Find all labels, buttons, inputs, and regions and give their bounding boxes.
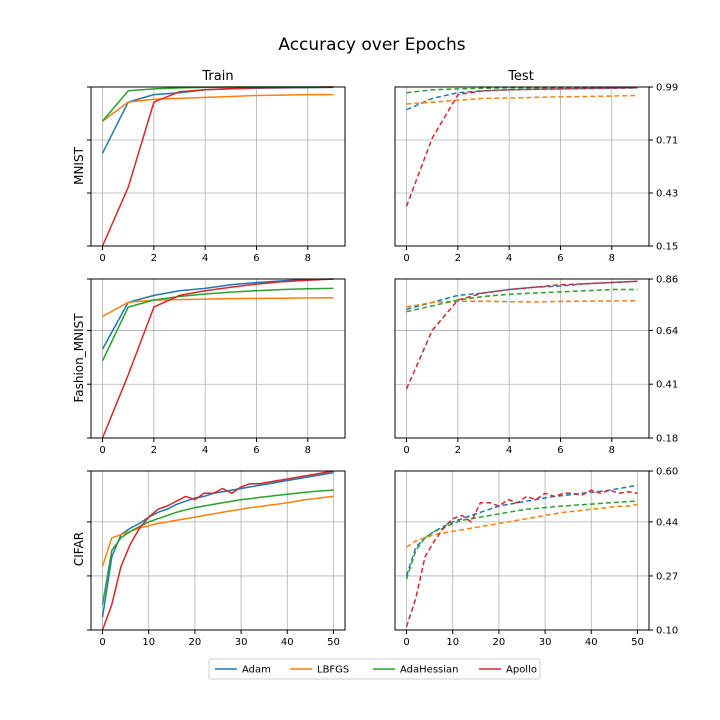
x-tick-label: 6 [557, 253, 563, 264]
series-line-lbfgs [406, 503, 638, 548]
y-tick-label: 0.41 [656, 380, 678, 391]
axes-frame [90, 278, 346, 439]
panel-cifar-test: 0 10 20 30 40 50 0.10 0.27 0.44 0.60 [394, 467, 678, 648]
series-line-adam [101, 471, 334, 618]
series-line-adam [405, 484, 638, 577]
x-tick-label: 20 [493, 637, 506, 648]
x-tick-label: 40 [281, 637, 294, 648]
y-tick-label: 0.64 [656, 326, 678, 337]
series-line-lbfgs [101, 495, 334, 567]
axes-frame [90, 86, 346, 247]
y-tick-label: 0.44 [656, 517, 678, 528]
legend-item-adam: Adam [215, 665, 271, 676]
y-tick-label: 0.43 [656, 189, 678, 200]
x-tick-label: 4 [506, 445, 512, 456]
x-tick-label: 40 [585, 637, 598, 648]
x-tick-label: 0 [99, 253, 105, 264]
x-tick-label: 6 [253, 445, 259, 456]
series-line-adam [101, 278, 334, 350]
x-tick-label: 8 [305, 253, 311, 264]
x-tick-label: 6 [253, 253, 259, 264]
legend-items: Adam LBFGS AdaHessian Apollo [215, 665, 537, 676]
x-tick-label: 10 [142, 637, 155, 648]
y-tick-label: 0.71 [656, 136, 678, 147]
series-line-adam [406, 280, 638, 311]
x-tick-label: 0 [99, 637, 105, 648]
x-tick-label: 10 [446, 637, 459, 648]
legend-label: AdaHessian [400, 665, 458, 676]
y-tick-label: 0.15 [656, 242, 678, 253]
x-tick-label: 4 [506, 253, 512, 264]
y-tick-label: 0.27 [656, 571, 678, 582]
series-line-apollo [405, 489, 638, 628]
x-tick-label: 50 [631, 637, 644, 648]
column-title-test: Test [507, 69, 534, 84]
subplot-grid: 0 2 4 6 8 0 2 4 6 8 0.15 0.43 0.71 0.99 0 2 4 6 8 0 2 4 6 8 0.18… [87, 83, 678, 648]
x-tick-label: 30 [539, 637, 552, 648]
series-lines [101, 278, 334, 439]
x-tick-label: 30 [235, 637, 248, 648]
x-tick-label: 20 [189, 637, 202, 648]
row-label-cifar: CIFAR [72, 532, 86, 566]
series-line-lbfgs [406, 94, 638, 105]
series-line-adahessian [406, 288, 638, 313]
x-tick-label: 6 [557, 445, 563, 456]
legend-label: Adam [242, 665, 271, 676]
x-tick-label: 0 [403, 445, 409, 456]
y-tick-label: 0.10 [656, 626, 678, 637]
column-title-train: Train [201, 69, 233, 84]
series-line-apollo [101, 470, 334, 631]
legend-item-lbfgs: LBFGS [290, 665, 349, 676]
row-label-mnist: MNIST [72, 146, 86, 184]
series-line-apollo [405, 87, 638, 207]
series-line-lbfgs [102, 296, 334, 318]
x-tick-label: 2 [151, 253, 157, 264]
x-tick-label: 0 [403, 253, 409, 264]
legend: Adam LBFGS AdaHessian Apollo [208, 658, 541, 680]
legend-item-apollo: Apollo [479, 665, 537, 676]
x-tick-label: 2 [455, 445, 461, 456]
y-tick-label: 0.99 [656, 83, 678, 94]
panel-cifar-train: 0 10 20 30 40 50 [87, 470, 346, 648]
legend-item-adahessian: AdaHessian [373, 665, 458, 676]
panel-mnist-train: 0 2 4 6 8 [87, 86, 346, 264]
row-label-fashion-mnist: Fashion_MNIST [72, 313, 86, 403]
axes-frame [394, 278, 650, 439]
y-tick-label: 0.60 [656, 467, 678, 478]
x-tick-label: 0 [403, 637, 409, 648]
x-tick-label: 2 [455, 253, 461, 264]
series-line-adahessian [101, 287, 334, 362]
axes-frame [394, 86, 650, 247]
y-tick-label: 0.18 [656, 434, 678, 445]
series-line-apollo [101, 278, 334, 439]
axes-frame [90, 470, 346, 631]
x-tick-label: 8 [609, 445, 615, 456]
legend-label: Apollo [506, 665, 537, 676]
series-line-lbfgs [406, 299, 638, 308]
series-lines [405, 280, 638, 390]
x-tick-label: 8 [609, 253, 615, 264]
x-tick-label: 2 [151, 445, 157, 456]
panel-fashion-mnist-train: 0 2 4 6 8 [87, 278, 346, 456]
legend-label: LBFGS [317, 665, 349, 676]
x-tick-label: 8 [305, 445, 311, 456]
x-tick-label: 0 [99, 445, 105, 456]
panel-fashion-mnist-test: 0 2 4 6 8 0.18 0.41 0.64 0.86 [394, 275, 678, 456]
y-tick-label: 0.86 [656, 275, 678, 286]
panel-mnist-test: 0 2 4 6 8 0.15 0.43 0.71 0.99 [394, 83, 678, 264]
x-tick-label: 50 [327, 637, 340, 648]
axes-frame [394, 470, 650, 631]
figure-title: Accuracy over Epochs [278, 35, 465, 55]
series-line-apollo [405, 280, 638, 390]
x-tick-label: 4 [202, 445, 208, 456]
series-lines [405, 484, 638, 628]
series-line-lbfgs [102, 93, 334, 122]
series-lines [101, 470, 334, 631]
x-tick-label: 4 [202, 253, 208, 264]
